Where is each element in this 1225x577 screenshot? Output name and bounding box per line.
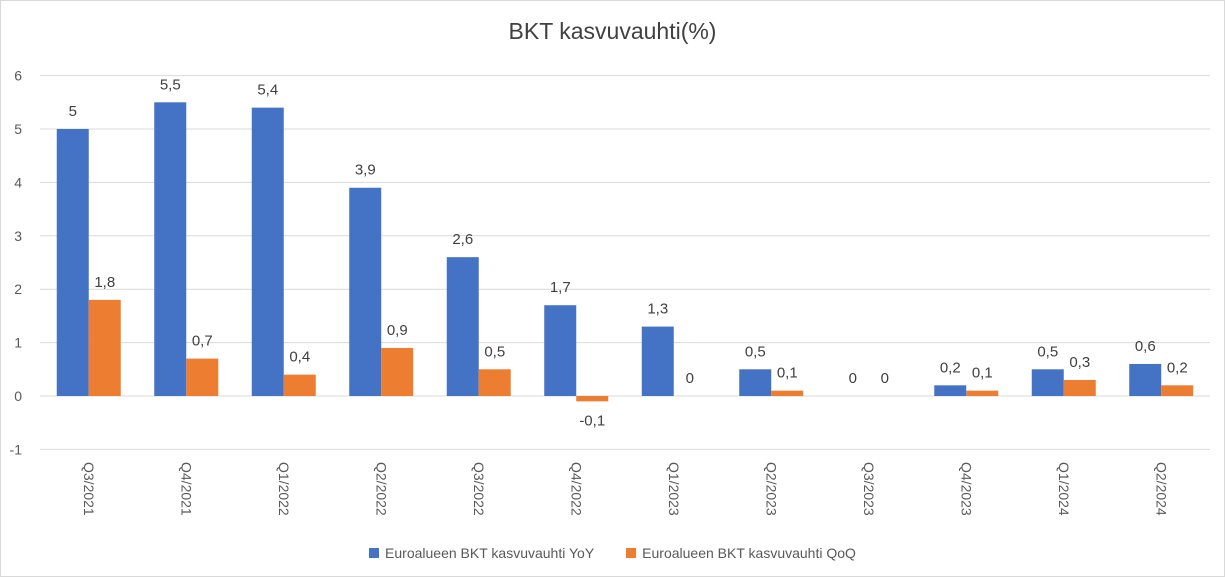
bar-qoq bbox=[771, 390, 804, 396]
bar-yoy bbox=[56, 129, 89, 396]
legend-swatch-qoq bbox=[626, 548, 637, 558]
x-tick-label: Q2/2024 bbox=[1153, 462, 1169, 516]
legend-label-yoy: Euroalueen BKT kasvuvauhti YoY bbox=[385, 545, 595, 561]
data-label: -0,1 bbox=[579, 412, 605, 429]
bar-yoy bbox=[641, 326, 674, 396]
y-tick-label: -1 bbox=[10, 441, 23, 457]
x-tick-label: Q1/2022 bbox=[276, 462, 292, 516]
bar-yoy bbox=[154, 102, 187, 397]
data-label: 0,5 bbox=[745, 343, 766, 360]
legend-swatch-yoy bbox=[369, 548, 380, 558]
x-tick-label: Q3/2023 bbox=[861, 462, 877, 516]
data-label: 0,1 bbox=[777, 365, 798, 382]
data-label: 5,4 bbox=[257, 82, 278, 99]
chart-title: BKT kasvuvauhti(%) bbox=[508, 18, 717, 44]
bar-qoq bbox=[381, 347, 414, 396]
bar-qoq bbox=[576, 396, 609, 402]
legend-label-qoq: Euroalueen BKT kasvuvauhti QoQ bbox=[642, 545, 856, 561]
y-tick-label: 5 bbox=[14, 121, 22, 137]
legend-item-yoy: Euroalueen BKT kasvuvauhti YoY bbox=[369, 545, 594, 561]
bar-yoy bbox=[1129, 363, 1162, 396]
x-tick-label: Q1/2024 bbox=[1056, 462, 1072, 516]
data-label: 0,2 bbox=[940, 359, 961, 376]
y-tick-label: 1 bbox=[14, 335, 22, 351]
data-label: 0,4 bbox=[289, 349, 310, 366]
data-label: 0,5 bbox=[484, 343, 505, 360]
x-tick-label: Q4/2022 bbox=[568, 462, 584, 516]
y-tick-label: 0 bbox=[14, 388, 22, 404]
legend-item-qoq: Euroalueen BKT kasvuvauhti QoQ bbox=[626, 545, 856, 561]
x-tick-label: Q3/2021 bbox=[81, 462, 97, 516]
bar-qoq bbox=[88, 299, 121, 396]
bar-yoy bbox=[446, 257, 479, 396]
x-tick-label: Q4/2023 bbox=[958, 462, 974, 516]
data-label: 0 bbox=[881, 370, 889, 387]
data-label: 2,6 bbox=[452, 231, 473, 248]
data-label: 0 bbox=[849, 370, 857, 387]
bar-yoy bbox=[544, 305, 577, 396]
x-tick-label: Q1/2023 bbox=[666, 462, 682, 516]
x-tick-label: Q2/2022 bbox=[373, 462, 389, 516]
bar-qoq bbox=[1063, 379, 1096, 396]
data-label: 0,1 bbox=[972, 365, 993, 382]
bar-yoy bbox=[739, 369, 772, 396]
y-tick-label: 2 bbox=[14, 281, 22, 297]
legend: Euroalueen BKT kasvuvauhti YoY Euroaluee… bbox=[0, 545, 1225, 561]
data-label: 5,5 bbox=[160, 76, 181, 93]
x-tick-label: Q2/2023 bbox=[763, 462, 779, 516]
data-label: 3,9 bbox=[355, 162, 376, 179]
data-label: 0,5 bbox=[1037, 343, 1058, 360]
data-label: 5 bbox=[69, 103, 77, 120]
data-label: 0,9 bbox=[387, 322, 408, 339]
bar-qoq bbox=[1161, 385, 1194, 396]
data-label: 0,6 bbox=[1135, 338, 1156, 355]
data-label: 0,2 bbox=[1167, 359, 1188, 376]
data-label: 0,7 bbox=[192, 333, 213, 350]
data-label: 0 bbox=[686, 370, 694, 387]
bar-yoy bbox=[251, 107, 284, 396]
data-label: 0,3 bbox=[1069, 354, 1090, 371]
data-label: 1,7 bbox=[550, 279, 571, 296]
bar-yoy bbox=[349, 187, 382, 396]
x-tick-label: Q3/2022 bbox=[471, 462, 487, 516]
bar-qoq bbox=[186, 358, 219, 396]
bar-yoy bbox=[934, 385, 967, 396]
bar-qoq bbox=[966, 390, 999, 396]
data-label: 1,8 bbox=[94, 274, 115, 291]
data-label: 1,3 bbox=[647, 301, 668, 318]
y-tick-label: 3 bbox=[14, 228, 22, 244]
y-tick-label: 4 bbox=[14, 174, 22, 190]
y-tick-label: 6 bbox=[14, 68, 22, 84]
x-tick-label: Q4/2021 bbox=[178, 462, 194, 516]
bar-qoq bbox=[478, 369, 511, 396]
bar-qoq bbox=[283, 374, 316, 396]
bar-yoy bbox=[1031, 369, 1064, 396]
